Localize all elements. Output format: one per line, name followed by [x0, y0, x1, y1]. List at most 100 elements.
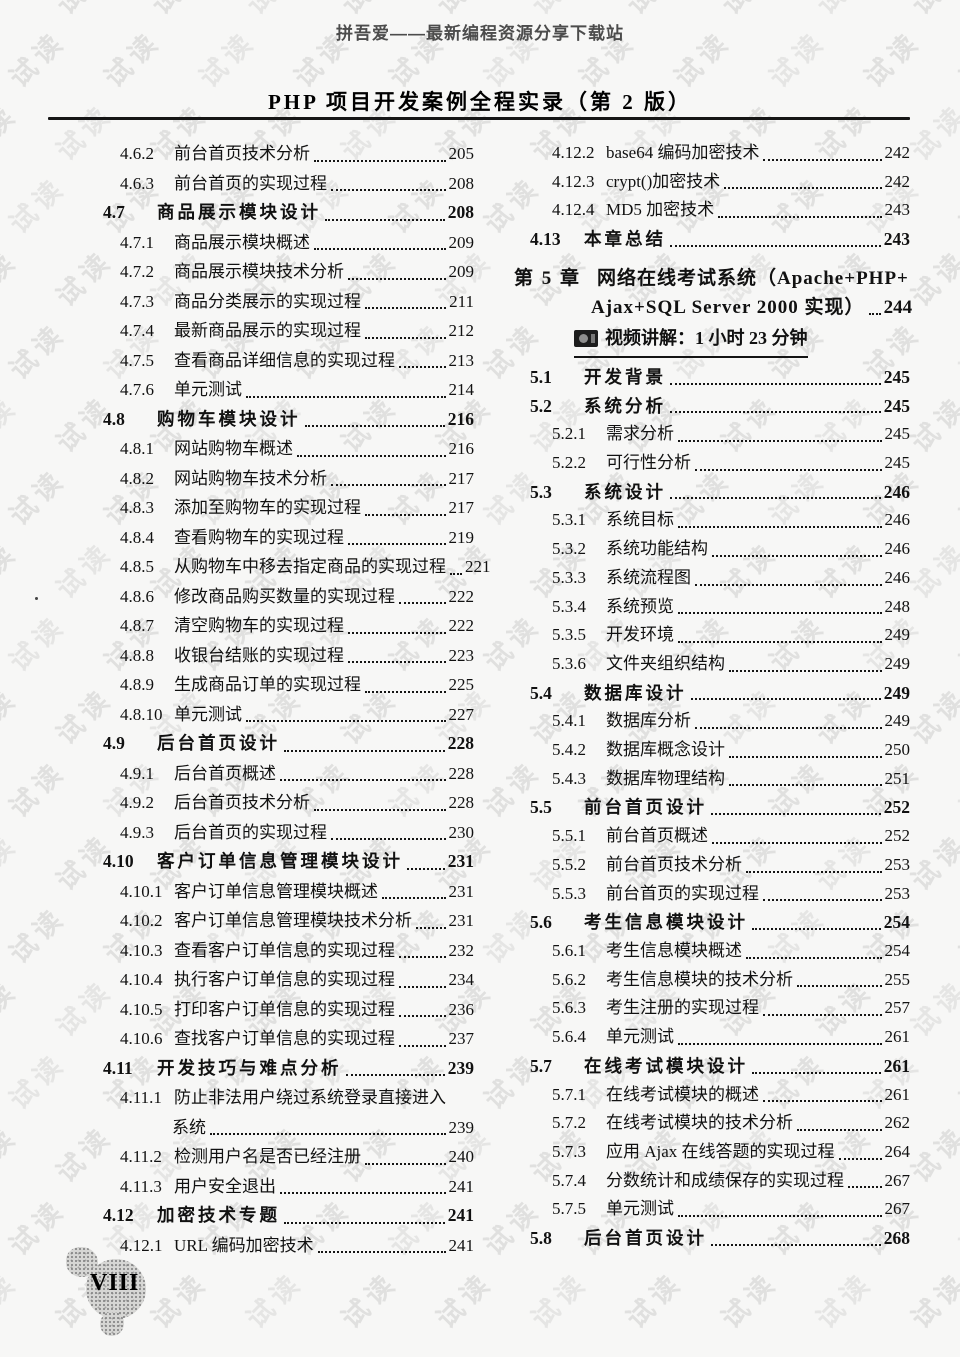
dot-leader — [848, 1186, 882, 1189]
toc-entry-number: 5.3.6 — [552, 653, 586, 673]
toc-entry-number: 4.10.2 — [120, 911, 163, 930]
dot-leader — [729, 669, 882, 672]
toc-entry: 4.7.2 商品展示模块技术分析 209 — [100, 257, 474, 287]
toc-entry-title: 客户订单信息管理模块技术分析 — [174, 911, 412, 930]
dot-leader — [678, 1042, 882, 1045]
toc-entry-page: 254 — [883, 912, 910, 933]
toc-entry-number: 4.11.2 — [120, 1147, 162, 1166]
toc-entry: 5.5.2 前台首页技术分析 253 — [514, 851, 910, 880]
toc-entry-page: 245 — [883, 395, 910, 416]
dot-leader — [724, 187, 882, 190]
toc-entry-title: 商品展示模块设计 — [157, 202, 321, 222]
toc-entry: 5.3.4 系统预览 248 — [514, 593, 910, 622]
toc-entry-page: 249 — [884, 711, 911, 731]
toc-entry-page: 264 — [884, 1141, 911, 1161]
toc-entry-title: 考生信息模块设计 — [584, 912, 748, 933]
toc-entry: 5.2.1 需求分析 245 — [514, 420, 910, 449]
toc-entry-title: 执行客户订单信息的实现过程 — [174, 970, 395, 989]
toc-entry-page: 212 — [448, 321, 475, 340]
toc-entry-page: 219 — [448, 527, 475, 547]
toc-entry: 5.7.4 分数统计和成绩保存的实现过程 267 — [514, 1167, 910, 1196]
toc-entry: 系统 239 — [100, 1113, 474, 1143]
toc-entry-title: 分数统计和成绩保存的实现过程 — [606, 1170, 844, 1190]
toc-entry-number: 5.5.1 — [552, 826, 586, 846]
toc-entry-page: 217 — [448, 498, 475, 517]
toc-entry-title: 开发环境 — [606, 625, 674, 645]
dot-leader — [678, 440, 882, 443]
toc-entry-page: 255 — [884, 969, 911, 989]
dot-leader — [317, 1251, 446, 1253]
toc-entry-title: 后台首页设计 — [584, 1228, 707, 1249]
toc-entry-title: URL 编码加密技术 — [174, 1235, 314, 1255]
toc-entry-number: 4.7.4 — [120, 321, 154, 340]
toc-entry: 4.6.3 前台首页的实现过程 208 — [100, 169, 474, 199]
toc-entry-title: 系统设计 — [584, 481, 666, 502]
toc-entry-title: 在线考试模块的概述 — [606, 1084, 759, 1104]
dot-leader — [314, 248, 446, 250]
toc-entry-number: 4.11.1 — [120, 1088, 162, 1107]
dot-leader — [670, 411, 881, 414]
toc-entry-number: 5.7.3 — [552, 1141, 586, 1161]
toc-entry-page: 216 — [447, 408, 474, 429]
toc-entry-number: 4.6.2 — [120, 144, 154, 163]
toc-entry-page: 261 — [884, 1027, 911, 1047]
dot-leader — [670, 497, 881, 500]
dot-leader — [416, 926, 446, 929]
dot-leader — [314, 159, 446, 162]
toc-entry-page: 231 — [448, 881, 475, 901]
toc-entry-number: 4.10.5 — [120, 999, 163, 1019]
toc-entry-page: 211 — [449, 291, 474, 311]
toc-entry-title: 系统预览 — [606, 596, 674, 616]
toc-entry-page: 234 — [448, 970, 475, 989]
toc-entry-title: 单元测试 — [174, 704, 242, 724]
toc-entry-number: 4.8.9 — [120, 675, 154, 694]
dot-leader — [670, 244, 881, 247]
toc-entry-page: 246 — [884, 567, 911, 587]
toc-entry-page: 214 — [448, 380, 475, 399]
dot-leader — [763, 899, 882, 902]
toc-entry-page: 242 — [884, 143, 911, 162]
dot-leader — [399, 602, 446, 604]
toc-entry-number: 5.3.4 — [552, 596, 586, 616]
toc-entry-title: 系统 — [172, 1117, 206, 1137]
toc-entry-title: 客户订单信息管理模块设计 — [157, 851, 403, 871]
toc-entry-page: 268 — [883, 1228, 910, 1249]
toc-entry-title: 考生信息模块的技术分析 — [606, 969, 793, 989]
toc-entry: 5.6.1 考生信息模块概述 254 — [514, 937, 910, 966]
toc-entry: 5.7.5 单元测试 267 — [514, 1195, 910, 1224]
toc-entry: 5.5.3 前台首页的实现过程 253 — [514, 880, 910, 909]
ornament-blob — [86, 1259, 146, 1319]
toc-entry: 4.10.6 查找客户订单信息的实现过程 237 — [100, 1024, 474, 1054]
dot-leader — [746, 956, 882, 959]
toc-entry-number: 5.7.1 — [552, 1084, 586, 1104]
toc-entry-number: 5.7.4 — [552, 1170, 586, 1190]
toc-entry: 4.8.8 收银台结账的实现过程 223 — [100, 641, 474, 671]
dot-leader — [712, 554, 882, 557]
toc-entry: 4.8.6 修改商品购买数量的实现过程 222 — [100, 582, 474, 612]
toc-entry-page: 209 — [448, 232, 475, 252]
toc-entry-page: 228 — [447, 733, 474, 753]
toc-entry-title: 打印客户订单信息的实现过程 — [174, 999, 395, 1019]
toc-entry: 4.7.3 商品分类展示的实现过程 211 — [100, 287, 474, 317]
dot-leader — [325, 218, 445, 221]
toc-entry-title: 后台首页的实现过程 — [174, 822, 327, 842]
toc-entry-number: 4.7.6 — [120, 380, 154, 399]
toc-entry-page: 267 — [884, 1199, 911, 1219]
toc-entry-title: 查看购物车的实现过程 — [174, 527, 344, 547]
toc-entry-title: 在线考试模块的技术分析 — [606, 1113, 793, 1133]
toc-entry-page: 248 — [884, 596, 911, 616]
toc-entry: 4.8.10 单元测试 227 — [100, 700, 474, 730]
toc-entry-number: 5.4.3 — [552, 768, 586, 788]
toc-entry-page: 209 — [448, 262, 475, 281]
toc-entry-number: 4.7.1 — [120, 232, 154, 252]
toc-entry: 5.3.5 开发环境 249 — [514, 621, 910, 650]
toc-entry-page: 208 — [448, 173, 475, 193]
toc-entry-title: 后台首页技术分析 — [174, 793, 310, 812]
toc-entry-page: 208 — [447, 202, 474, 222]
toc-entry-page: 213 — [448, 350, 475, 370]
toc-entry-title: 本章总结 — [584, 229, 666, 250]
toc-entry: 5.6 考生信息模块设计 254 — [514, 908, 910, 937]
toc-entry-number: 5.7.5 — [552, 1199, 586, 1219]
toc-entry-title: Ajax+SQL Server 2000 实现） — [591, 296, 865, 318]
toc-entry: 4.12.2 base64 编码加密技术 242 — [514, 139, 910, 168]
